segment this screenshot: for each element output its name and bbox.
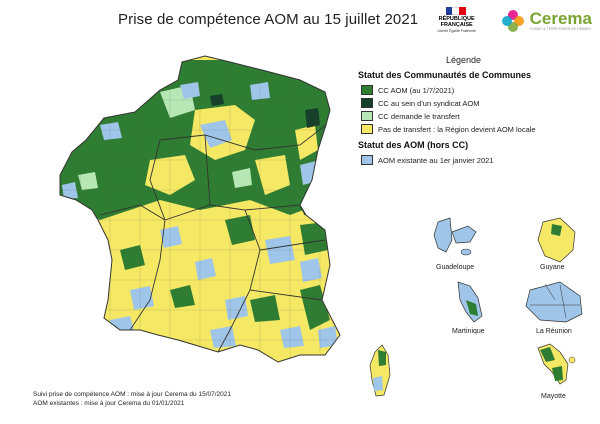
swatch-cc-aom [361,85,373,95]
legend-item-cc-syndicat: CC au sein d'un syndicat AOM [361,98,479,108]
cerema-flower-icon [501,10,524,32]
legend-label: CC au sein d'un syndicat AOM [378,98,480,108]
footnote-aom: AOM existantes : mise à jour Cerema du 0… [33,400,185,407]
guadeloupe-map [433,217,477,256]
cerema-name: Cerema [529,9,592,28]
france-outline [59,55,341,363]
corsica [369,344,391,397]
martinique-map [457,281,483,323]
swatch-cc-syndicat [361,98,373,108]
guyane-map [537,217,576,263]
map-title: Prise de compétence AOM au 15 juillet 20… [118,11,419,28]
label-la-reunion: La Réunion [536,328,572,335]
la-reunion-map [525,281,583,323]
label-guadeloupe: Guadeloupe [436,264,475,271]
legend-item-pas-transfert: Pas de transfert : la Région devient AOM… [361,124,536,134]
legend-item-cc-demande: CC demande le transfert [361,111,460,121]
label-guyane: Guyane [540,264,565,271]
cerema-tagline: CLIMAT & TERRITOIRES DE DEMAIN [529,27,591,31]
legend-section-aom: Statut des AOM (hors CC) [358,140,469,150]
mayotte-map [537,343,576,385]
republique-francaise-logo: RÉPUBLIQUE FRANÇAISE Liberté Égalité Fra… [430,7,490,35]
legend-item-aom-existante: AOM existante au 1er janvier 2021 [361,155,493,165]
label-mayotte: Mayotte [541,393,566,400]
legend-title: Légende [446,55,482,65]
legend-label: CC demande le transfert [378,111,460,121]
cerema-logo: Cerema CLIMAT & TERRITOIRES DE DEMAIN [500,8,592,34]
label-martinique: Martinique [452,328,485,335]
rf-motto: Liberté Égalité Fraternité [437,29,476,33]
swatch-aom-existante [361,155,373,165]
metropolitan-france [60,56,340,362]
legend-item-cc-aom: CC AOM (au 1/7/2021) [361,85,454,95]
logos: RÉPUBLIQUE FRANÇAISE Liberté Égalité Fra… [430,6,592,36]
legend-section-cc: Statut des Communautés de Communes [358,70,532,80]
footnote-suivi: Suivi prise de compétence AOM : mise à j… [33,391,231,398]
french-flag-icon [445,7,466,15]
legend-label: CC AOM (au 1/7/2021) [378,85,455,95]
legend-label: Pas de transfert : la Région devient AOM… [378,124,536,134]
swatch-cc-demande [361,111,373,121]
swatch-pas-transfert [361,124,373,134]
rf-name: RÉPUBLIQUE FRANÇAISE [438,16,475,28]
legend-label: AOM existante au 1er janvier 2021 [378,155,494,165]
